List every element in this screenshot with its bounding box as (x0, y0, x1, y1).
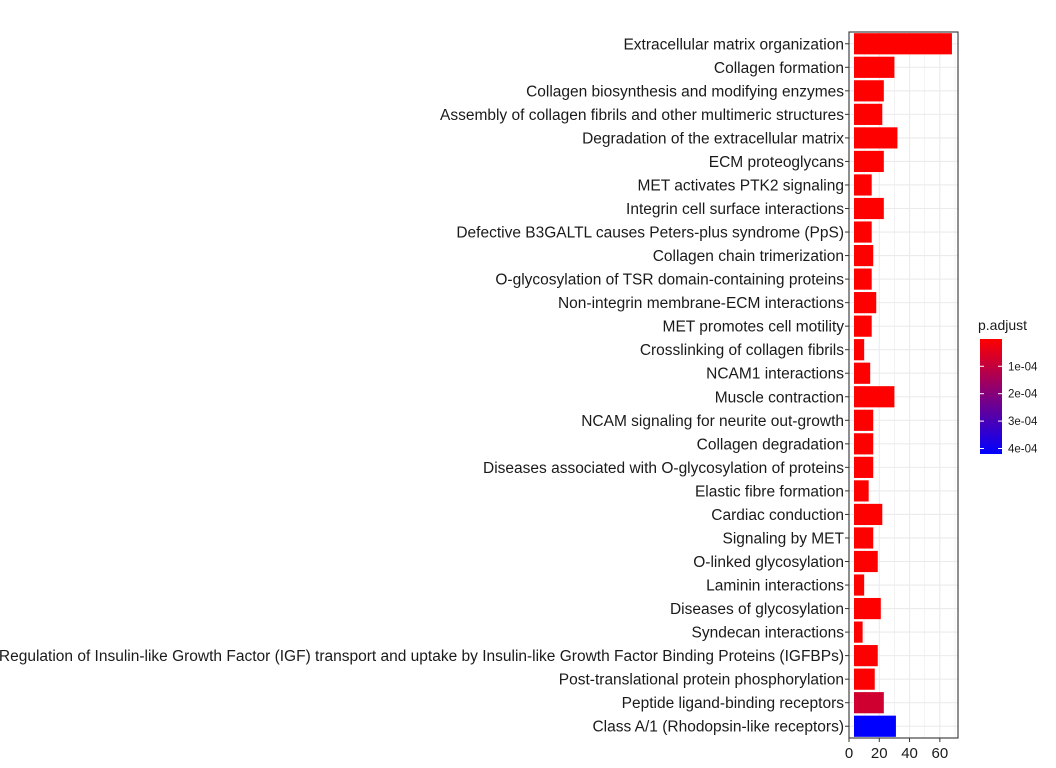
category-label: Non-integrin membrane-ECM interactions (558, 295, 844, 312)
category-label: Diseases of glycosylation (670, 601, 844, 618)
bar (854, 715, 896, 737)
bar (854, 244, 874, 267)
legend: p.adjust 1e-04 2e-04 3e-04 4e-04 (978, 317, 1038, 456)
legend-tick-label: 4e-04 (1008, 444, 1038, 456)
bar (854, 409, 874, 431)
legend-tick-label: 2e-04 (1008, 389, 1038, 401)
bars (854, 33, 952, 737)
bar (854, 292, 877, 314)
bar (854, 150, 884, 173)
legend-tick-label: 3e-04 (1008, 416, 1038, 428)
category-label: Collagen degradation (697, 436, 844, 453)
bar (854, 197, 884, 220)
category-label: Diseases associated with O-glycosylation… (483, 460, 844, 477)
bar (854, 339, 865, 361)
category-label: Regulation of Insulin-like Growth Factor… (0, 648, 844, 665)
bar (854, 103, 883, 125)
bar (854, 550, 878, 573)
category-labels: Extracellular matrix organization Collage… (0, 36, 849, 736)
category-label: Laminin interactions (706, 578, 844, 595)
category-label: MET activates PTK2 signaling (638, 177, 844, 194)
category-label: Collagen biosynthesis and modifying enzy… (526, 83, 844, 100)
x-tick-label: 40 (901, 745, 918, 762)
panel-border (848, 31, 959, 739)
category-label: Peptide ligand-binding receptors (622, 695, 845, 712)
bar (854, 480, 869, 502)
bar (854, 362, 871, 384)
bar (854, 456, 874, 478)
bar (854, 386, 895, 408)
category-label: Collagen chain trimerization (653, 248, 844, 265)
bar (854, 527, 874, 549)
bar (854, 221, 872, 243)
legend-colorbar (980, 339, 1002, 454)
category-label: ECM proteoglycans (709, 154, 845, 171)
category-label: MET promotes cell motility (663, 319, 845, 336)
category-label: Muscle contraction (715, 389, 844, 406)
bar (854, 33, 952, 55)
bar (854, 574, 865, 596)
category-label: Signaling by MET (723, 530, 845, 547)
bar (854, 645, 878, 667)
bar (854, 315, 872, 337)
x-tick-label: 0 (845, 745, 853, 762)
category-label: Defective B3GALTL causes Peters-plus syn… (456, 225, 844, 242)
category-label: NCAM signaling for neurite out-growth (581, 413, 844, 430)
bar (854, 174, 872, 196)
legend-tick-label: 1e-04 (1008, 361, 1038, 373)
x-tick-label: 60 (931, 745, 948, 762)
bar (854, 503, 883, 526)
category-label: Syndecan interactions (691, 625, 844, 642)
bar (854, 56, 895, 78)
category-label: Crosslinking of collagen fibrils (640, 342, 844, 359)
category-label: O-glycosylation of TSR domain-containing… (495, 272, 844, 289)
legend-title: p.adjust (978, 317, 1027, 333)
bar (854, 597, 881, 620)
x-axis: 0 20 40 60 (845, 738, 948, 762)
bar (854, 268, 872, 290)
category-label: O-linked glycosylation (693, 554, 844, 571)
category-label: Collagen formation (714, 60, 844, 77)
category-label: Class A/1 (Rhodopsin-like receptors) (592, 719, 844, 736)
bar (854, 692, 884, 714)
bar (854, 621, 863, 643)
category-label: NCAM1 interactions (706, 366, 844, 383)
bar (854, 127, 898, 149)
category-label: Elastic fibre formation (695, 483, 844, 500)
category-label: Degradation of the extracellular matrix (582, 130, 844, 147)
x-tick-label: 20 (871, 745, 888, 762)
category-label: Extracellular matrix organization (623, 36, 844, 53)
category-label: Integrin cell surface interactions (626, 201, 844, 218)
bar (854, 433, 874, 455)
bar (854, 80, 884, 102)
bar (854, 668, 875, 690)
category-label: Post-translational protein phosphorylati… (559, 672, 844, 689)
category-label: Assembly of collagen fibrils and other m… (440, 107, 844, 124)
category-label: Cardiac conduction (711, 507, 844, 524)
